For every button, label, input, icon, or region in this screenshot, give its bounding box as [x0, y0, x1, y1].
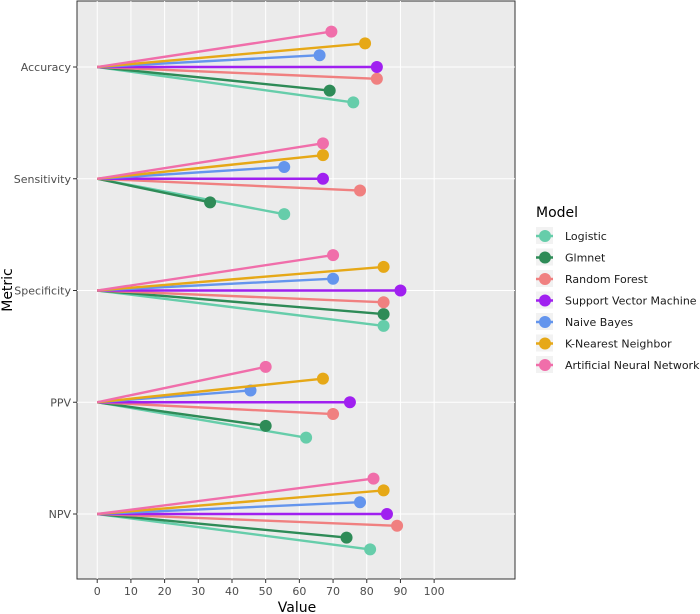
lollipop-stick	[97, 289, 384, 328]
lollipop-stick	[97, 42, 366, 69]
lollipop-stick	[96, 177, 211, 204]
x-tick-label: 80	[360, 585, 374, 598]
lollipop-dot	[259, 419, 272, 432]
lollipop-dot	[316, 372, 329, 385]
lollipop-stick	[97, 54, 320, 69]
lollipop-dot	[327, 249, 340, 262]
legend-title: Model	[536, 205, 578, 221]
lollipop-stick	[97, 65, 377, 80]
y-tick-label: PPV	[50, 396, 71, 409]
lollipop-dot	[316, 149, 329, 162]
lollipop-dot	[359, 37, 372, 50]
y-tick-label: NPV	[49, 508, 72, 521]
legend-key-dot	[539, 316, 551, 328]
y-tick-label: Sensitivity	[14, 173, 72, 186]
x-tick-label: 90	[393, 585, 407, 598]
legend-label: Artificial Neural Networks	[565, 359, 700, 372]
legend-key-dot	[539, 251, 551, 264]
legend-key-dot	[539, 359, 551, 371]
x-tick-label: 100	[424, 585, 445, 598]
y-tick-label: Accuracy	[21, 61, 72, 74]
x-tick-label: 70	[326, 585, 340, 598]
lollipop-dot	[377, 319, 390, 332]
lollipop-dot	[278, 160, 291, 173]
lollipop-dot	[327, 408, 340, 421]
lollipop-dot	[377, 296, 390, 309]
lollipop-dot	[323, 84, 336, 97]
lollipop-dot	[377, 308, 390, 321]
lollipop-stick	[97, 30, 332, 69]
lollipop-dot	[354, 184, 367, 197]
legend-label: K-Nearest Neighbor	[565, 338, 672, 351]
x-tick-label: 60	[292, 585, 306, 598]
lollipop-stick	[97, 501, 361, 516]
lollipop-dot	[325, 25, 338, 38]
lollipop-stick	[97, 142, 324, 180]
lollipop-stick	[97, 512, 398, 527]
data-marks	[96, 25, 407, 556]
y-tick-label: Specificity	[14, 285, 71, 298]
lollipop-dot	[300, 431, 313, 444]
legend-label: Random Forest	[565, 273, 648, 286]
y-axis: Accuracy Sensitivity Specificity PPV NPV	[14, 61, 77, 521]
x-axis: 0 10 20 30 40 50 60 70 80 90 100	[94, 579, 445, 598]
lollipop-stick	[97, 65, 330, 92]
legend-label: Naive Bayes	[565, 316, 633, 329]
legend-label: Support Vector Machine	[565, 295, 697, 308]
lollipop-dot	[313, 49, 326, 62]
lollipop-stick	[97, 277, 334, 292]
lollipop-dot	[370, 61, 383, 73]
lollipop-dot	[278, 208, 291, 221]
lollipop-stick	[97, 401, 334, 416]
lollipop-stick	[97, 65, 354, 104]
lollipop-dot	[367, 472, 380, 485]
lollipop-stick	[97, 253, 334, 292]
lollipop-dot	[377, 484, 390, 497]
legend-key-dot	[539, 337, 551, 350]
lollipop-dot	[316, 137, 329, 150]
legend: Model Logistic Glmnet Random Forest Support…	[536, 205, 700, 373]
x-tick-label: 0	[94, 585, 101, 598]
legend-key-dot	[539, 294, 551, 307]
lollipop-stick	[97, 377, 324, 404]
x-tick-label: 30	[191, 585, 205, 598]
y-axis-title: Metric	[0, 268, 16, 312]
lollipop-dot	[354, 496, 367, 509]
lollipop-dot	[347, 96, 360, 109]
lollipop-dot	[340, 531, 353, 544]
lollipop-dot	[204, 196, 217, 209]
lollipop-dot	[364, 543, 377, 556]
legend-key-dot	[539, 230, 551, 242]
x-tick-label: 10	[124, 585, 138, 598]
lollipop-dot	[377, 260, 390, 273]
lollipop-dot	[370, 72, 383, 85]
lollipop-stick	[97, 477, 374, 516]
lollipop-stick	[97, 153, 324, 180]
legend-label: Glmnet	[565, 252, 606, 265]
x-tick-label: 20	[158, 585, 172, 598]
lollipop-dot	[394, 284, 407, 297]
legend-label: Logistic	[565, 230, 607, 243]
lollipop-stick	[96, 365, 266, 404]
lollipop-stick	[97, 265, 384, 292]
lollipop-dot	[380, 508, 393, 520]
lollipop-stick	[97, 289, 384, 316]
lollipop-stick	[97, 512, 347, 539]
lollipop-stick	[97, 177, 361, 192]
x-tick-label: 50	[259, 585, 273, 598]
lollipop-stick	[97, 512, 371, 551]
x-tick-label: 40	[225, 585, 239, 598]
lollipop-stick	[97, 489, 384, 516]
lollipop-dot	[327, 272, 340, 285]
legend-key-dot	[539, 273, 551, 285]
lollipop-dot	[343, 396, 356, 409]
lollipop-stick	[97, 289, 384, 304]
lollipop-dot	[259, 360, 272, 373]
lollipop-dot	[316, 172, 329, 185]
lollipop-dot	[391, 519, 404, 532]
x-axis-title: Value	[278, 600, 316, 614]
lollipop-stick	[97, 165, 285, 180]
lollipop-stick	[97, 401, 266, 428]
